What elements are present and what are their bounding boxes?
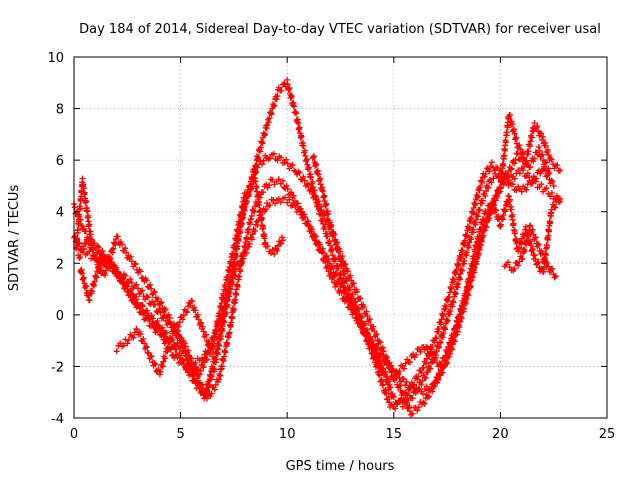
x-tick-label: 20 (492, 427, 509, 442)
data-series (71, 76, 564, 418)
series-trace-f (113, 153, 564, 388)
y-tick-label: -4 (51, 412, 64, 427)
x-tick-label: 5 (176, 427, 184, 442)
y-axis-label: SDTVAR / TECUs (7, 185, 22, 292)
series-markers (113, 153, 564, 388)
y-tick-label: -2 (51, 360, 64, 375)
x-tick-label: 10 (279, 427, 296, 442)
y-tick-label: 6 (56, 154, 64, 169)
x-tick-label: 0 (70, 427, 78, 442)
x-axis-label: GPS time / hours (286, 459, 395, 474)
y-tick-label: 10 (47, 51, 64, 66)
y-tick-label: 0 (56, 309, 64, 324)
plot-frame (73, 56, 608, 419)
x-tick-label: 15 (386, 427, 403, 442)
series-trace-d (73, 112, 564, 418)
y-tick-label: 4 (56, 206, 64, 221)
axis-ticks: 0 5 10 15 20 25 -4 -2 0 2 4 6 8 10 (47, 51, 615, 442)
x-tick-label: 25 (599, 427, 616, 442)
chart-title: Day 184 of 2014, Sidereal Day-to-day VTE… (79, 22, 601, 37)
y-tick-label: 2 (56, 257, 64, 272)
y-tick-label: 8 (56, 103, 64, 118)
series-markers (73, 112, 564, 418)
